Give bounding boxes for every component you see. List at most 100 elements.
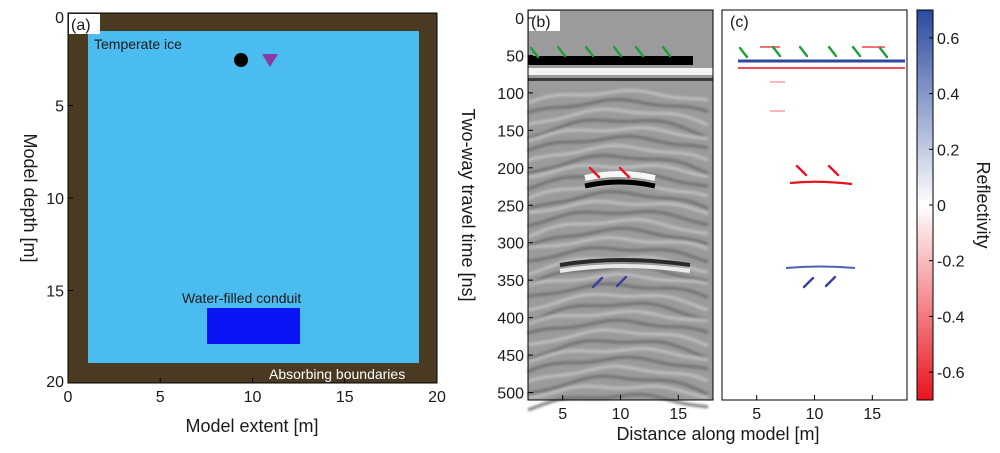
panel-c: (c) 5 10 15 (721, 9, 908, 423)
radargram-band (527, 226, 709, 249)
radargram-band (527, 339, 709, 361)
source-marker-icon (234, 53, 248, 67)
panel-b-arrows (529, 45, 672, 289)
panel-a-y-tick-label: 5 (55, 99, 64, 116)
panel-b-ylabel: Two-way travel time [ns] (458, 108, 478, 301)
radargram-band (527, 292, 709, 312)
colorbar-label: Reflectivity (973, 161, 993, 248)
panel-a-x-tick-label: 5 (156, 389, 165, 406)
boundaries-label: Absorbing boundaries (269, 366, 405, 382)
panel-b-y-tick-label: 50 (506, 48, 524, 65)
panel-b-y-tick-label: 300 (497, 236, 524, 253)
conduit-top-arrows-b (588, 166, 631, 179)
panel-c-x-ticks: 5 10 15 (752, 395, 881, 423)
radargram-band (527, 199, 709, 215)
panel-a-y-ticks: 0 5 10 15 20 (46, 10, 73, 391)
radargram-band (527, 328, 709, 348)
radargram-band (527, 246, 709, 264)
panel-c-background (722, 10, 907, 400)
panel-c-label: (c) (730, 14, 749, 31)
panel-a-x-tick-label: 15 (336, 389, 354, 406)
panel-a-y-tick-label: 10 (46, 191, 64, 208)
panel-b-y-tick-label: 200 (497, 161, 524, 178)
panel-a-label-box (69, 14, 100, 34)
radargram-band (527, 364, 709, 383)
radargram-band (527, 272, 709, 287)
panel-b-label-box (529, 11, 560, 31)
radargram-band (527, 97, 709, 114)
conduit-top-reflectivity (789, 180, 853, 186)
conduit-bottom-reflection-bright (559, 264, 691, 273)
panel-b-y-tick-label: 150 (497, 123, 524, 140)
panel-b-x-tick-label: 10 (612, 406, 630, 423)
panel-c-arrows (738, 45, 889, 289)
conduit-top-arrows-c (795, 164, 840, 177)
surface-reflection-dark (528, 56, 693, 65)
panel-c-x-tick-label: 5 (752, 406, 761, 423)
surface-reflection-bright (528, 68, 713, 75)
panel-a-ylabel: Model depth [m] (20, 133, 40, 262)
panel-b-x-ticks: 5 10 15 (558, 395, 687, 423)
colorbar-tick-label: -0.2 (937, 254, 965, 271)
panel-a-label: (a) (71, 17, 91, 34)
colorbar-tick-label: -0.6 (937, 365, 965, 382)
ice-label: Temperate ice (94, 36, 182, 52)
panel-b-y-tick-label: 350 (497, 273, 524, 290)
panel-a-y-tick-label: 15 (46, 284, 64, 301)
panel-b-y-tick-label: 100 (497, 86, 524, 103)
panel-a: (a) Temperate ice Water-filled conduit A… (20, 10, 446, 436)
receiver-marker-icon (262, 54, 278, 67)
radargram-band (527, 118, 709, 140)
radargram-band (527, 189, 709, 211)
panel-a-x-ticks: 0 5 10 15 20 (64, 378, 446, 406)
radargram-band (527, 209, 709, 228)
conduit-bottom-arrows-c (802, 275, 837, 289)
radargram-band (527, 384, 709, 400)
panel-a-x-tick-label: 10 (244, 389, 262, 406)
surface-arrows-b (529, 45, 672, 59)
conduit-top-reflection-bright (584, 171, 656, 181)
panel-a-x-tick-label: 20 (428, 389, 446, 406)
radargram-band (527, 163, 709, 179)
colorbar-tick-label: -0.4 (937, 309, 965, 326)
temperate-ice-region (88, 31, 419, 363)
panel-b-x-tick-label: 5 (558, 406, 567, 423)
conduit-top-reflection-dark (584, 179, 656, 189)
panel-b-y-tick-label: 0 (515, 11, 524, 28)
shared-xlabel: Distance along model [m] (616, 424, 819, 444)
radargram-band (527, 355, 709, 373)
radargram-band (527, 143, 709, 163)
panel-b-y-tick-label: 500 (497, 386, 524, 403)
surface-arrows-c (738, 45, 889, 59)
radargram-band (527, 107, 709, 127)
radargram-band (527, 301, 709, 325)
panel-b-x-tick-label: 15 (669, 406, 687, 423)
panel-a-y-tick-label: 0 (55, 10, 64, 27)
panel-b-y-ticks: 0 50 100 150 200 250 300 350 400 450 500 (497, 11, 533, 403)
radargram-band (527, 374, 709, 396)
radargram-band (527, 126, 709, 143)
colorbar-tick-label: 0.2 (937, 142, 959, 159)
conduit-bottom-arrows-b (591, 275, 628, 289)
surface-reflection-dark-2 (528, 78, 713, 81)
panel-b-y-tick-label: 450 (497, 348, 524, 365)
radargram-band (527, 88, 709, 105)
panel-a-x-tick-label: 0 (64, 389, 73, 406)
panel-b: (b) 0 50 100 150 200 250 300 350 400 450 500 5 10 15… (458, 9, 714, 423)
panel-a-xlabel: Model extent [m] (185, 416, 318, 436)
radargram-band (527, 134, 709, 153)
radargram-band (527, 235, 709, 251)
panel-c-x-tick-label: 15 (863, 406, 881, 423)
conduit-bottom-reflection-dark (559, 258, 691, 267)
conduit-bottom-reflectivity (785, 265, 856, 269)
water-filled-conduit (207, 308, 300, 344)
colorbar: 0.6 0.4 0.2 0 -0.2 -0.4 -0.6 Reflectivity (916, 9, 993, 401)
colorbar-tick-label: 0.6 (937, 31, 959, 48)
panel-a-y-tick-label: 20 (46, 374, 64, 391)
colorbar-tick-label: 0.4 (937, 87, 959, 104)
panel-c-x-tick-label: 10 (806, 406, 824, 423)
radargram-band (527, 153, 709, 176)
radargram-band (527, 346, 709, 364)
conduit-label: Water-filled conduit (182, 290, 301, 306)
